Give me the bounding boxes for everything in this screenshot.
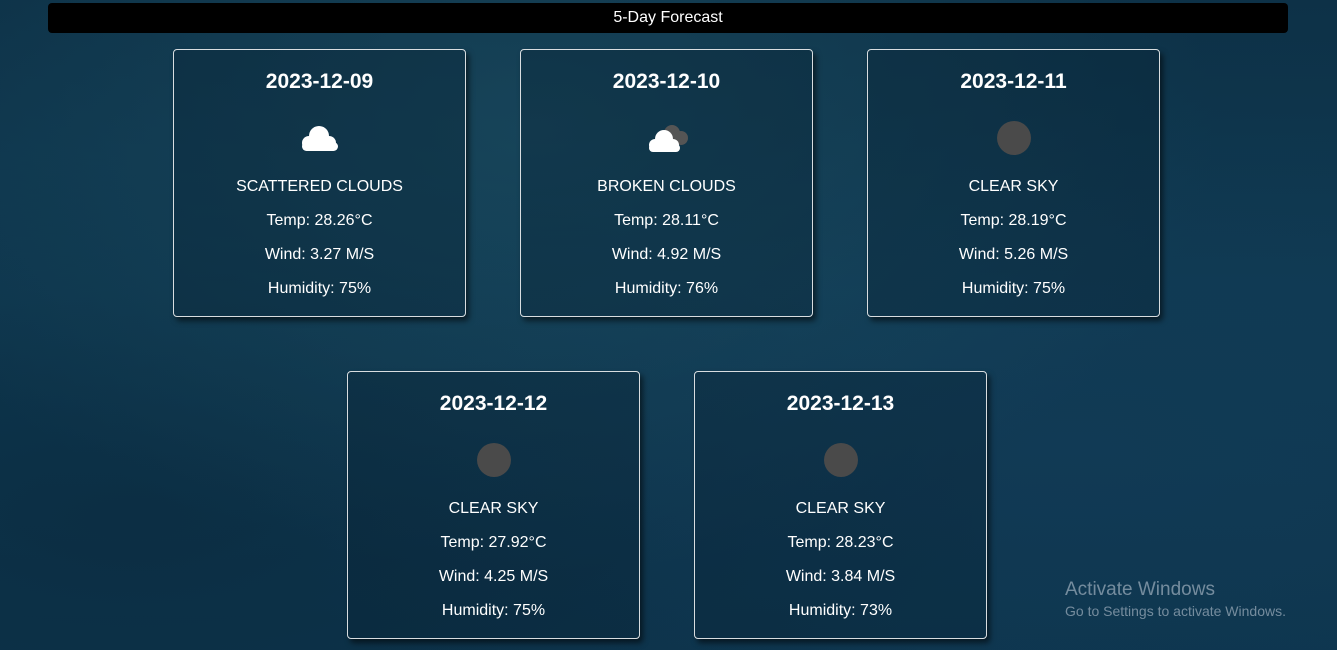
forecast-title: 5-Day Forecast: [613, 9, 723, 26]
forecast-date: 2023-12-13: [786, 392, 895, 415]
forecast-humidity: Humidity: 76%: [614, 280, 719, 297]
broken-clouds-icon: [640, 118, 694, 156]
forecast-date: 2023-12-10: [612, 70, 721, 93]
forecast-description: CLEAR SKY: [795, 500, 886, 517]
forecast-temp: Temp: 28.19°C: [960, 212, 1067, 229]
forecast-humidity: Humidity: 75%: [441, 602, 546, 619]
activate-windows-subtitle: Go to Settings to activate Windows.: [1065, 603, 1286, 619]
forecast-description: CLEAR SKY: [448, 500, 539, 517]
forecast-card: 2023-12-12 CLEAR SKY Temp: 27.92°C Wind:…: [347, 371, 640, 639]
forecast-date: 2023-12-09: [265, 70, 374, 93]
scattered-clouds-icon: [293, 118, 347, 156]
clear-sky-night-icon: [814, 440, 868, 478]
activate-windows-title: Activate Windows: [1065, 579, 1215, 600]
forecast-temp: Temp: 28.26°C: [266, 212, 373, 229]
forecast-humidity: Humidity: 73%: [788, 602, 893, 619]
forecast-description: CLEAR SKY: [968, 178, 1059, 195]
clear-sky-night-icon: [987, 118, 1041, 156]
forecast-card: 2023-12-10 BROKEN CLOUDS Temp: 28.11°C W…: [520, 49, 813, 317]
forecast-card: 2023-12-09 SCATTERED CLOUDS Temp: 28.26°…: [173, 49, 466, 317]
forecast-wind: Wind: 5.26 M/S: [958, 246, 1069, 263]
forecast-temp: Temp: 28.23°C: [787, 534, 894, 551]
forecast-humidity: Humidity: 75%: [961, 280, 1066, 297]
forecast-humidity: Humidity: 75%: [267, 280, 372, 297]
forecast-description: SCATTERED CLOUDS: [236, 178, 403, 195]
forecast-wind: Wind: 4.92 M/S: [611, 246, 722, 263]
clear-sky-night-icon: [467, 440, 521, 478]
forecast-temp: Temp: 28.11°C: [614, 212, 719, 229]
forecast-temp: Temp: 27.92°C: [440, 534, 547, 551]
forecast-card: 2023-12-13 CLEAR SKY Temp: 28.23°C Wind:…: [694, 371, 987, 639]
forecast-description: BROKEN CLOUDS: [597, 178, 736, 195]
forecast-wind: Wind: 3.84 M/S: [785, 568, 896, 585]
forecast-header: 5-Day Forecast: [48, 3, 1288, 33]
forecast-wind: Wind: 4.25 M/S: [438, 568, 549, 585]
forecast-card: 2023-12-11 CLEAR SKY Temp: 28.19°C Wind:…: [867, 49, 1160, 317]
forecast-date: 2023-12-12: [439, 392, 548, 415]
forecast-date: 2023-12-11: [960, 70, 1067, 93]
forecast-wind: Wind: 3.27 M/S: [264, 246, 375, 263]
